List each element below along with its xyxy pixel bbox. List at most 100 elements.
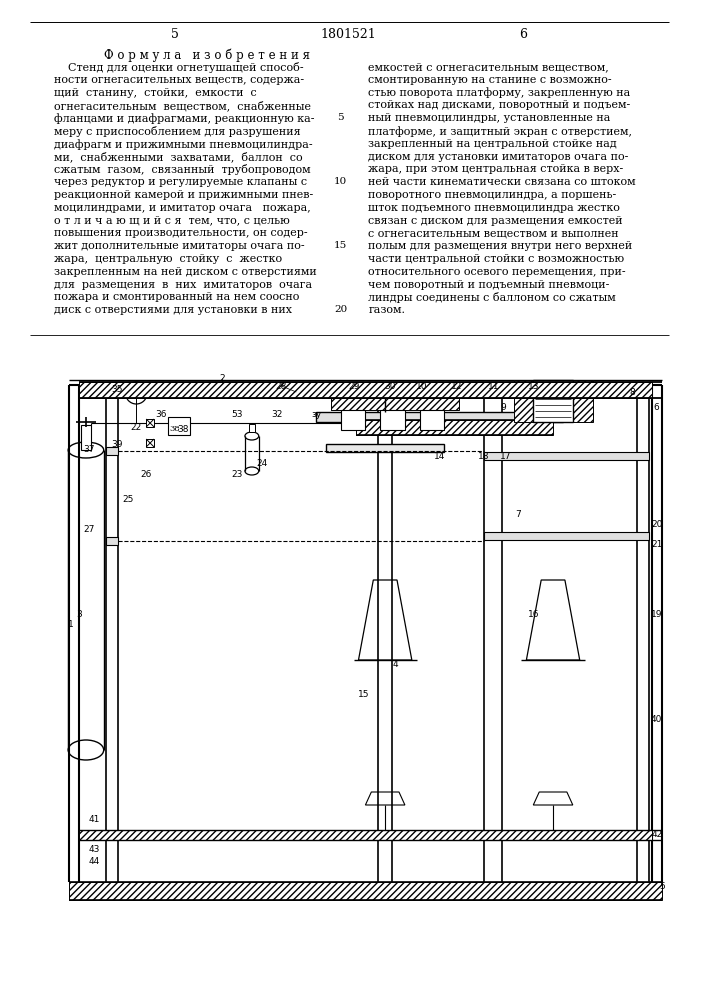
Text: 28: 28 [276,382,287,391]
Text: 13: 13 [527,382,539,391]
Text: жара, при этом центральная стойка в верх-: жара, при этом центральная стойка в верх… [368,164,624,174]
Text: зу: зу [311,410,321,419]
Text: емкостей с огнегасительным веществом,: емкостей с огнегасительным веществом, [368,62,609,72]
Bar [81,425,91,450]
Text: 5: 5 [659,882,665,891]
Text: 24: 24 [256,459,267,468]
Text: диском для установки имитаторов очага по-: диском для установки имитаторов очага по… [368,152,629,162]
Text: 20: 20 [334,305,347,314]
Bar [79,382,652,398]
Bar [331,398,460,410]
Text: 29: 29 [348,382,359,391]
Text: 20: 20 [651,520,662,529]
Text: моцилиндрами, и имитатор очага   пожара,: моцилиндрами, и имитатор очага пожара, [54,203,311,213]
Bar [146,419,154,427]
Text: о т л и ч а ю щ и й с я  тем, что, с целью: о т л и ч а ю щ и й с я тем, что, с цель… [54,216,290,226]
Text: 3: 3 [76,610,82,619]
Text: реакционной камерой и прижимными пнев-: реакционной камерой и прижимными пнев- [54,190,314,200]
Text: чем поворотный и подъемный пневмоци-: чем поворотный и подъемный пневмоци- [368,280,609,290]
Text: 10: 10 [334,177,347,186]
Text: Стенд для оценки огнетушащей способ-: Стенд для оценки огнетушащей способ- [54,62,304,73]
Bar [380,410,405,430]
Bar [573,380,592,422]
Text: относительного осевого перемещения, при-: относительного осевого перемещения, при- [368,267,626,277]
Text: платформе, и защитный экран с отверстием,: платформе, и защитный экран с отверстием… [368,126,632,137]
Text: 10: 10 [416,382,428,391]
Bar [146,439,154,447]
Text: 42: 42 [651,830,662,839]
Text: 15: 15 [334,241,347,250]
Text: сжатым  газом,  связанный  трубопроводом: сжатым газом, связанный трубопроводом [54,164,311,175]
Text: с огнегасительным веществом и выполнен: с огнегасительным веществом и выполнен [368,228,619,238]
Text: 44: 44 [88,857,100,866]
Bar [356,420,553,435]
Bar [341,410,366,430]
Text: 35: 35 [111,385,122,394]
Text: ности огнегасительных веществ, содержа-: ности огнегасительных веществ, содержа- [54,75,305,85]
Text: через редуктор и регулируемые клапаны с: через редуктор и регулируемые клапаны с [54,177,308,187]
Text: 19: 19 [651,610,662,619]
Text: стью поворота платформу, закрепленную на: стью поворота платформу, закрепленную на [368,88,631,98]
Text: 8: 8 [629,388,635,397]
Circle shape [333,445,339,451]
Bar [168,417,189,435]
Text: 17: 17 [500,452,511,461]
Text: фланцами и диафрагмами, реакционную ка-: фланцами и диафрагмами, реакционную ка- [54,113,315,124]
Bar [326,444,445,452]
Bar [513,380,533,422]
Text: 27: 27 [83,525,95,534]
Text: ми,  снабженными  захватами,  баллон  со: ми, снабженными захватами, баллон со [54,152,303,162]
Text: закрепленный на центральной стойке над: закрепленный на центральной стойке над [368,139,617,149]
Text: огнегасительным  веществом,  снабженные: огнегасительным веществом, снабженные [54,100,311,111]
Text: щий  станину,  стойки,  емкости  с: щий станину, стойки, емкости с [54,88,257,98]
Text: повышения производительности, он содер-: повышения производительности, он содер- [54,228,308,238]
Bar [249,424,255,432]
Text: 40: 40 [651,715,662,724]
Text: 1801521: 1801521 [321,28,377,41]
Text: меру с приспособлением для разрушения: меру с приспособлением для разрушения [54,126,301,137]
Text: 41: 41 [88,815,100,824]
Text: 1: 1 [69,620,74,629]
Text: 7: 7 [515,510,521,519]
Text: ней части кинематически связана со штоком: ней части кинематически связана со штоко… [368,177,636,187]
Text: смонтированную на станине с возможно-: смонтированную на станине с возможно- [368,75,612,85]
Text: связан с диском для размещения емкостей: связан с диском для размещения емкостей [368,216,623,226]
Text: линдры соединены с баллоном со сжатым: линдры соединены с баллоном со сжатым [368,292,616,303]
Text: 9: 9 [501,403,506,412]
Circle shape [368,445,374,451]
Bar [484,452,649,460]
Bar [533,380,573,422]
Text: 26: 26 [141,470,152,479]
Text: 4: 4 [392,660,398,669]
Text: закрепленным на ней диском с отверстиями: закрепленным на ней диском с отверстиями [54,267,317,277]
Text: 12: 12 [450,382,462,391]
Bar [316,412,563,422]
Text: части центральной стойки с возможностью: части центральной стойки с возможностью [368,254,624,264]
Text: полым для размещения внутри него верхней: полым для размещения внутри него верхней [368,241,633,251]
Text: поворотного пневмоцилиндра, а поршень-: поворотного пневмоцилиндра, а поршень- [368,190,617,200]
Text: 15: 15 [358,690,369,699]
Text: диск с отверстиями для установки в них: диск с отверстиями для установки в них [54,305,292,315]
Text: 6: 6 [654,403,660,412]
Text: 39: 39 [111,440,122,449]
Text: 37: 37 [83,445,95,454]
Bar [105,537,117,545]
Circle shape [421,445,428,451]
Bar [420,410,445,430]
Circle shape [386,445,392,451]
Bar [69,882,662,900]
Text: 14: 14 [434,452,445,461]
Text: жара,  центральную  стойку  с  жестко: жара, центральную стойку с жестко [54,254,282,264]
Text: 32: 32 [271,410,282,419]
Text: 5: 5 [337,113,344,122]
Text: 36: 36 [156,410,167,419]
Text: 6: 6 [520,28,527,41]
Bar [484,532,649,540]
Text: 25: 25 [123,495,134,504]
Circle shape [351,445,356,451]
Text: 30: 30 [385,382,396,391]
Text: 16: 16 [527,610,539,619]
Text: 23: 23 [231,470,243,479]
Text: жит дополнительные имитаторы очага по-: жит дополнительные имитаторы очага по- [54,241,305,251]
Text: 18: 18 [478,452,490,461]
